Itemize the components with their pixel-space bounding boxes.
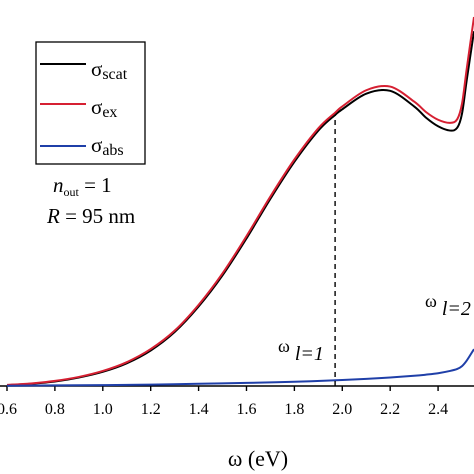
x-tick-label-9: 2.4 bbox=[428, 401, 448, 418]
x-tick-label-0: 0.6 bbox=[0, 401, 17, 418]
series-line-ex bbox=[6, 16, 474, 386]
x-tick-label-5: 1.6 bbox=[236, 401, 256, 418]
x-tick-label-1: 0.8 bbox=[45, 401, 65, 418]
legend-symbol-abs: σ bbox=[91, 133, 102, 157]
legend-sub-ex: ex bbox=[102, 104, 117, 121]
param-n-out: nout = 1 bbox=[53, 173, 112, 199]
param-radius: R = 95 nm bbox=[46, 204, 135, 228]
svg-text:σex: σex bbox=[91, 95, 117, 121]
x-axis-title: ω (eV) bbox=[228, 446, 288, 471]
x-axis-ticks: 0.6 0.8 1.0 1.2 1.4 1.6 1.8 2.0 2.2 2.4 bbox=[0, 386, 448, 418]
svg-text:σscat: σscat bbox=[91, 57, 128, 83]
legend-sub-scat: scat bbox=[102, 66, 127, 83]
x-tick-label-7: 2.0 bbox=[332, 401, 352, 418]
x-tick-label-2: 1.0 bbox=[93, 401, 113, 418]
series-line-abs bbox=[6, 348, 474, 387]
series-group bbox=[6, 16, 474, 387]
legend: σscat σex σabs bbox=[35, 41, 146, 165]
x-tick-label-8: 2.2 bbox=[380, 401, 400, 418]
legend-sub-abs: abs bbox=[102, 142, 123, 159]
x-tick-label-3: 1.2 bbox=[141, 401, 161, 418]
legend-entry-abs: σabs bbox=[40, 133, 124, 159]
mode-label-l2: ω l=2 bbox=[425, 291, 471, 320]
x-tick-label-4: 1.4 bbox=[189, 401, 209, 418]
mode-label-l1: ω l=1 bbox=[278, 336, 324, 365]
svg-text:σabs: σabs bbox=[91, 133, 124, 159]
legend-entry-ex: σex bbox=[40, 95, 117, 121]
legend-entry-scat: σscat bbox=[40, 57, 128, 83]
legend-symbol-scat: σ bbox=[91, 57, 102, 81]
legend-symbol-ex: σ bbox=[91, 95, 102, 119]
x-tick-label-6: 1.8 bbox=[284, 401, 304, 418]
